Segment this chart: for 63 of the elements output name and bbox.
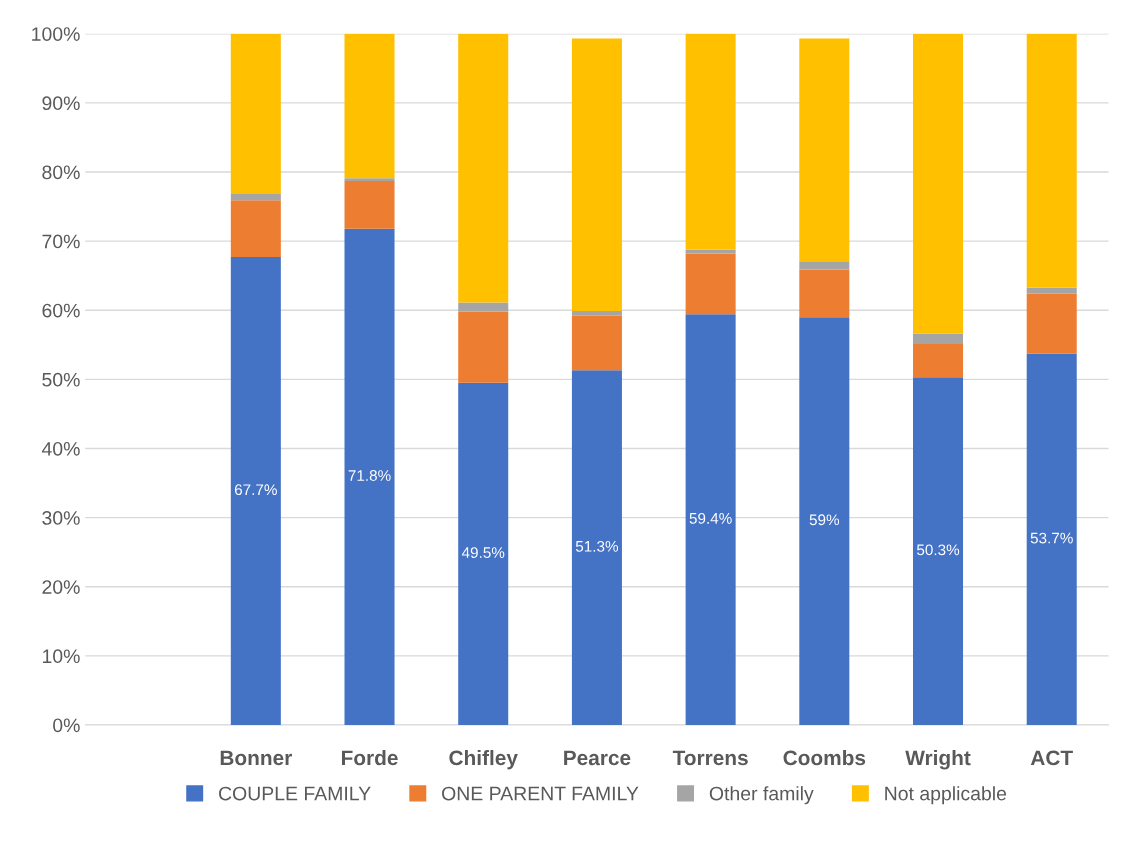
bar [799, 38, 850, 262]
bar [458, 302, 509, 312]
bar [1026, 287, 1077, 294]
data-label: 59.4% [689, 512, 732, 524]
x-tick-label: Chifley [449, 749, 518, 770]
data-label: 50.3% [916, 544, 960, 556]
bar [685, 33, 736, 250]
bar [571, 38, 622, 311]
y-tick-label: 30% [42, 511, 80, 525]
legend-label: COUPLE FAMILY [219, 786, 371, 801]
bar [230, 33, 281, 195]
bar [685, 249, 736, 254]
bar [913, 333, 964, 345]
bar [458, 33, 509, 303]
y-tick-label: 0% [53, 718, 80, 733]
legend-label: ONE PARENT FAMILY [442, 786, 639, 801]
legend-label: Not applicable [885, 786, 1007, 805]
bar [799, 261, 850, 270]
y-tick-label: 20% [42, 580, 80, 594]
bar [458, 382, 509, 725]
x-tick-label: Pearce [564, 750, 631, 766]
x-tick-label: Bonner [220, 750, 292, 766]
data-label: 51.3% [575, 540, 619, 552]
y-tick-label: 50% [42, 372, 80, 387]
legend-label: Other family [709, 786, 814, 805]
x-tick-label: Torrens [672, 750, 748, 766]
y-tick-label: 40% [41, 441, 80, 456]
bar [913, 33, 964, 334]
bar [344, 33, 395, 179]
data-label: 49.5% [461, 547, 505, 558]
data-label: 67.7% [234, 484, 277, 496]
x-tick-label: ACT [1030, 750, 1073, 766]
data-label: 53.7% [1030, 532, 1073, 544]
bar [913, 377, 964, 725]
bar [458, 311, 509, 383]
bar [799, 317, 850, 725]
data-label: 59% [809, 514, 840, 526]
x-tick-label: Coombs [783, 749, 866, 766]
x-tick-label: Wright [905, 749, 971, 770]
bar [344, 180, 395, 229]
y-tick-label: 60% [42, 303, 80, 318]
y-tick-label: 90% [42, 96, 80, 111]
bar [1026, 293, 1077, 354]
x-tick-label: Forde [341, 749, 398, 766]
y-tick-label: 10% [42, 649, 80, 664]
bar [344, 228, 395, 725]
bar [571, 310, 622, 316]
y-tick-label: 100% [32, 27, 80, 41]
bar [799, 269, 850, 318]
y-tick-label: 70% [42, 234, 80, 249]
y-tick-label: 80% [42, 165, 80, 180]
bar [685, 314, 736, 725]
bar [571, 370, 622, 725]
bar [1026, 353, 1077, 725]
bar [1026, 33, 1077, 288]
bar [685, 253, 736, 315]
bar [571, 315, 622, 371]
data-label: 71.8% [348, 470, 391, 481]
bar [344, 178, 395, 181]
bar [230, 194, 281, 201]
bar [230, 200, 281, 257]
bar [913, 344, 964, 378]
bar [230, 257, 281, 725]
